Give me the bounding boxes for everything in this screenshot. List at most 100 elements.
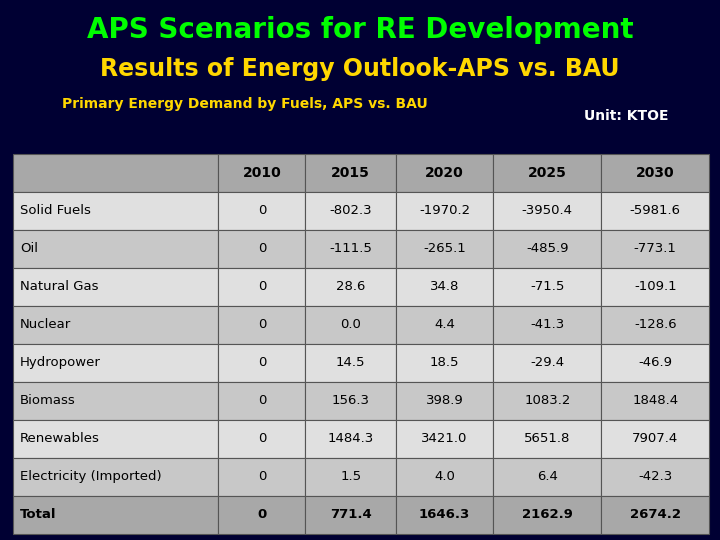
Text: 34.8: 34.8	[430, 280, 459, 293]
Text: -41.3: -41.3	[530, 318, 564, 331]
Bar	[305, 457, 396, 496]
Bar	[13, 457, 218, 496]
Text: -3950.4: -3950.4	[522, 204, 573, 217]
Bar	[396, 306, 493, 344]
Text: -29.4: -29.4	[530, 356, 564, 369]
Bar	[13, 192, 218, 230]
Text: 2674.2: 2674.2	[630, 508, 680, 521]
Bar	[218, 192, 305, 230]
Bar	[493, 192, 601, 230]
Text: 1484.3: 1484.3	[328, 432, 374, 445]
Text: 5651.8: 5651.8	[524, 432, 570, 445]
Text: 0: 0	[258, 242, 266, 255]
Text: 0: 0	[258, 204, 266, 217]
Text: -111.5: -111.5	[329, 242, 372, 255]
Bar	[13, 420, 218, 457]
Text: Primary Energy Demand by Fuels, APS vs. BAU: Primary Energy Demand by Fuels, APS vs. …	[62, 97, 428, 111]
Bar	[218, 344, 305, 382]
Bar	[601, 420, 709, 457]
Bar	[396, 382, 493, 420]
Text: Biomass: Biomass	[20, 394, 76, 407]
Bar	[305, 382, 396, 420]
Text: Solid Fuels: Solid Fuels	[20, 204, 91, 217]
Text: -109.1: -109.1	[634, 280, 677, 293]
Bar	[493, 420, 601, 457]
Bar	[601, 382, 709, 420]
Text: -71.5: -71.5	[530, 280, 564, 293]
Bar	[396, 154, 493, 192]
Bar	[396, 496, 493, 534]
Text: -802.3: -802.3	[329, 204, 372, 217]
Bar	[305, 496, 396, 534]
Text: 4.4: 4.4	[434, 318, 455, 331]
Bar	[493, 344, 601, 382]
Text: 4.0: 4.0	[434, 470, 455, 483]
Text: -773.1: -773.1	[634, 242, 677, 255]
Text: 771.4: 771.4	[330, 508, 372, 521]
Bar	[493, 230, 601, 268]
Text: -1970.2: -1970.2	[419, 204, 470, 217]
Text: -265.1: -265.1	[423, 242, 466, 255]
Text: Natural Gas: Natural Gas	[20, 280, 99, 293]
Bar	[305, 344, 396, 382]
Text: -42.3: -42.3	[638, 470, 672, 483]
Bar	[396, 420, 493, 457]
Text: Hydropower: Hydropower	[20, 356, 101, 369]
Text: -5981.6: -5981.6	[630, 204, 680, 217]
Text: Electricity (Imported): Electricity (Imported)	[20, 470, 162, 483]
Text: 0: 0	[258, 318, 266, 331]
Bar	[601, 306, 709, 344]
Bar	[396, 344, 493, 382]
Bar	[396, 230, 493, 268]
Bar	[305, 306, 396, 344]
Bar	[218, 420, 305, 457]
Text: 0: 0	[258, 356, 266, 369]
Bar	[601, 457, 709, 496]
Bar	[305, 268, 396, 306]
Bar	[218, 496, 305, 534]
Bar	[493, 154, 601, 192]
Bar	[13, 344, 218, 382]
Text: Total: Total	[20, 508, 57, 521]
Text: 6.4: 6.4	[537, 470, 558, 483]
Text: 0: 0	[258, 394, 266, 407]
Bar	[218, 154, 305, 192]
Bar	[305, 420, 396, 457]
Bar	[396, 192, 493, 230]
Bar	[13, 382, 218, 420]
Bar	[305, 154, 396, 192]
Bar	[493, 306, 601, 344]
Text: 1646.3: 1646.3	[419, 508, 470, 521]
Text: 2015: 2015	[331, 166, 370, 180]
Text: 28.6: 28.6	[336, 280, 365, 293]
Text: 0: 0	[258, 470, 266, 483]
Text: -128.6: -128.6	[634, 318, 677, 331]
Bar	[13, 154, 218, 192]
Bar	[396, 457, 493, 496]
Bar	[493, 457, 601, 496]
Bar	[305, 192, 396, 230]
Text: 2030: 2030	[636, 166, 675, 180]
Bar	[493, 496, 601, 534]
Bar	[396, 268, 493, 306]
Text: Results of Energy Outlook-APS vs. BAU: Results of Energy Outlook-APS vs. BAU	[100, 57, 620, 81]
Text: 2010: 2010	[243, 166, 282, 180]
Bar	[218, 230, 305, 268]
Bar	[601, 268, 709, 306]
Bar	[218, 457, 305, 496]
Bar	[13, 306, 218, 344]
Bar	[218, 306, 305, 344]
Text: 1848.4: 1848.4	[632, 394, 678, 407]
Text: 0: 0	[258, 280, 266, 293]
Text: 0.0: 0.0	[340, 318, 361, 331]
Bar	[601, 192, 709, 230]
Bar	[601, 154, 709, 192]
Bar	[218, 268, 305, 306]
Bar	[601, 230, 709, 268]
Bar	[601, 344, 709, 382]
Text: Unit: KTOE: Unit: KTOE	[584, 109, 669, 123]
Text: 2025: 2025	[528, 166, 567, 180]
Text: 1.5: 1.5	[340, 470, 361, 483]
Text: Renewables: Renewables	[20, 432, 100, 445]
Text: 1083.2: 1083.2	[524, 394, 570, 407]
